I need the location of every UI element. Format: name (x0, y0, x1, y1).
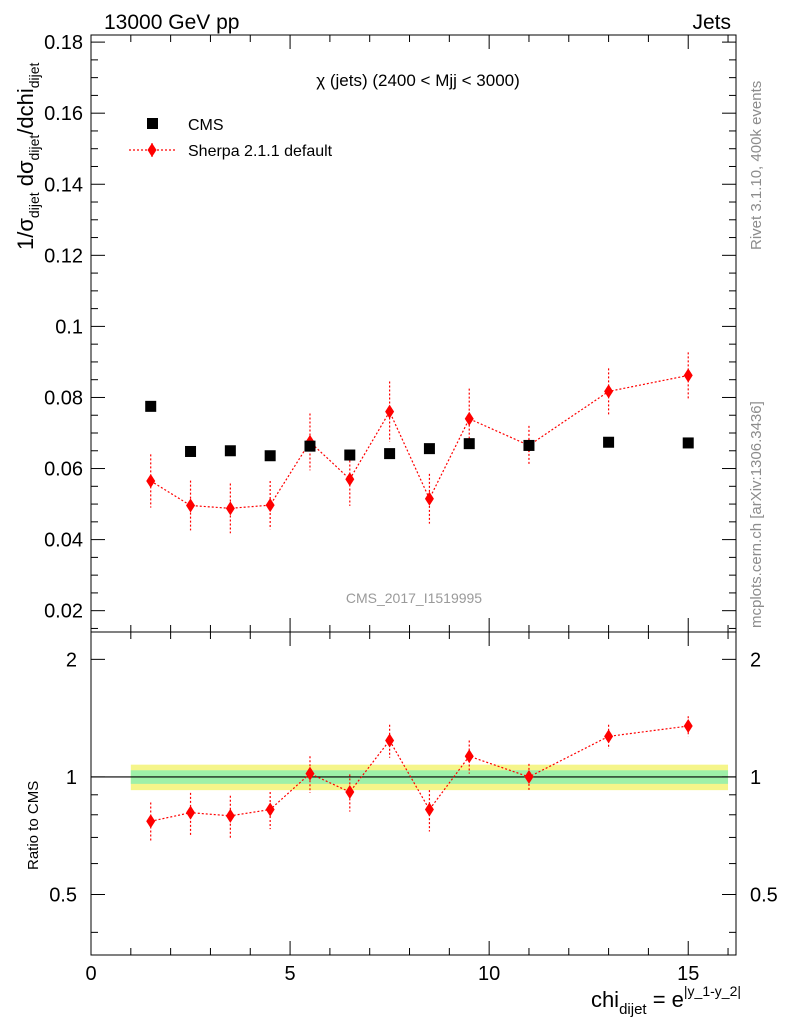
y-tick-label: 0.1 (55, 316, 83, 338)
cms-point (423, 443, 435, 455)
y-tick-label: 0.06 (44, 459, 83, 481)
sherpa-line (150, 374, 689, 509)
x-axis-label: chidijet = e|y_1-y_2| (591, 983, 741, 1018)
sherpa-point (186, 498, 196, 513)
x-tick-label: 0 (85, 963, 96, 985)
ratio-point (305, 766, 315, 781)
ratio-panel: 0.5 0.5 1 1 2 2 0 5 10 15 Ratio to CMS (25, 631, 778, 985)
ratio-point (265, 802, 275, 817)
y-tick-label: 0.18 (44, 32, 83, 54)
legend-cms-label: CMS (188, 117, 224, 134)
cms-point (185, 445, 197, 457)
sherpa-point (604, 384, 614, 399)
main-ylabel: 1/σdijet dσdijet/dchidijet (13, 62, 42, 250)
ratio-point (345, 784, 355, 799)
plot-title: χ (jets) (2400 < Mjj < 3000) (316, 71, 520, 90)
header-right: Jets (692, 11, 731, 34)
x-tick-label: 10 (478, 963, 500, 985)
y-tick-label: 0.16 (44, 103, 83, 125)
ratio-data (146, 716, 693, 843)
ratio-point (385, 733, 395, 748)
y-tick-label: 0.04 (44, 530, 83, 552)
ratio-point (424, 802, 434, 817)
cms-point (682, 437, 694, 449)
ratio-band (91, 764, 736, 791)
sherpa-point (225, 501, 235, 516)
ratio-point (146, 814, 156, 829)
sherpa-point (146, 473, 156, 488)
main-data (145, 352, 694, 534)
ratio-point (225, 808, 235, 823)
sherpa-point (464, 411, 474, 426)
ratio-y-tick-label: 0.5 (49, 885, 77, 907)
mcplots-label: mcplots.cern.ch [arXiv:1306.3436] (748, 401, 765, 628)
cms-point (463, 438, 475, 450)
cms-point (304, 440, 316, 452)
main-ticks: 0.02 0.04 0.06 0.08 0.1 0.12 0.14 0.16 0.18 (44, 32, 736, 632)
x-tick-label: 15 (677, 963, 699, 985)
cms-point (145, 400, 157, 412)
sherpa-point (265, 498, 275, 513)
main-panel: 0.02 0.04 0.06 0.08 0.1 0.12 0.14 0.16 0.18 χ (j… (13, 32, 737, 633)
rivet-label: Rivet 3.1.10, 400k events (748, 81, 765, 250)
cms-point (384, 448, 396, 460)
ratio-ylabel: Ratio to CMS (25, 781, 42, 870)
y-tick-label: 0.14 (44, 174, 83, 196)
sherpa-point (385, 404, 395, 419)
sherpa-point (424, 491, 434, 506)
legend-sherpa-label: Sherpa 2.1.1 default (188, 143, 333, 160)
header-left: 13000 GeV pp (104, 11, 239, 34)
ratio-y-tick-label: 2 (66, 649, 77, 671)
y-tick-label: 0.08 (44, 387, 83, 409)
x-tick-label: 5 (285, 963, 296, 985)
cms-point (603, 436, 615, 448)
ratio-point (464, 749, 474, 764)
legend-sherpa-marker (147, 143, 157, 157)
legend-cms-marker (147, 118, 158, 129)
cms-point (344, 449, 356, 461)
ratio-y-tick-label-right: 1 (750, 767, 761, 789)
sherpa-point (683, 368, 693, 383)
cms-point (264, 450, 276, 462)
ratio-y-tick-label-right: 2 (750, 649, 761, 671)
ratio-point (683, 719, 693, 734)
cms-point (224, 445, 236, 457)
y-tick-label: 0.02 (44, 601, 83, 623)
ratio-point (524, 769, 534, 784)
ratio-line (150, 725, 689, 822)
ratio-y-tick-label: 1 (66, 767, 77, 789)
y-tick-label: 0.12 (44, 245, 83, 267)
ratio-ticks: 0.5 0.5 1 1 2 2 0 5 10 15 (49, 632, 778, 985)
watermark: CMS_2017_I1519995 (346, 590, 482, 606)
ratio-point (604, 729, 614, 744)
ratio-point (186, 805, 196, 820)
sherpa-point (345, 472, 355, 487)
ratio-y-tick-label-right: 0.5 (750, 885, 778, 907)
legend: CMS Sherpa 2.1.1 default (129, 117, 333, 160)
cms-point (523, 439, 535, 451)
ratio-frame (90, 631, 737, 956)
